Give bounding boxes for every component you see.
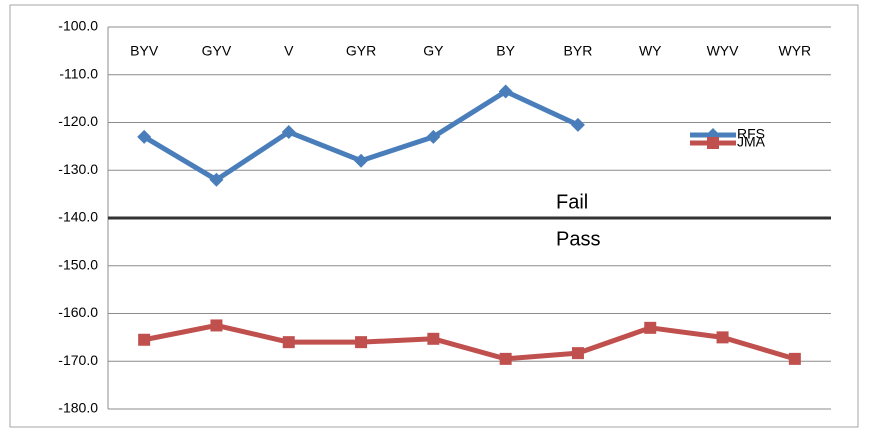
legend-label: JMA [737,134,766,150]
series-line [143,322,796,362]
annotation: Fail [556,191,588,213]
x-tick-label: GY [423,43,444,59]
marker [716,331,729,344]
x-tick-label: BYR [564,43,593,59]
marker [788,352,801,365]
marker [571,347,584,360]
x-tick-label: WYR [779,43,812,59]
x-tick-label: WYV [707,43,740,59]
marker [210,319,223,332]
marker [499,352,512,365]
marker [137,129,152,144]
y-tick-label: -170.0 [58,352,98,368]
marker [427,332,440,345]
marker [138,333,151,346]
y-tick-label: -120.0 [58,113,98,129]
annotation: Pass [556,228,600,250]
y-tick-label: -150.0 [58,256,98,272]
marker [355,336,368,349]
x-tick-label: BYV [130,43,159,59]
legend-label: RFS [737,126,765,142]
x-tick-label: GYV [202,43,232,59]
x-tick-label: WY [639,43,662,59]
marker [282,336,295,349]
marker [644,321,657,334]
y-tick-label: -100.0 [58,18,98,34]
x-tick-label: GYR [346,43,376,59]
marker [426,129,441,144]
y-tick-label: -180.0 [58,400,98,416]
marker [498,84,513,99]
x-tick-label: V [284,43,294,59]
chart-frame [9,4,859,428]
marker [570,117,585,132]
y-tick-label: -140.0 [58,209,98,225]
y-tick-label: -110.0 [59,65,98,81]
marker [281,125,296,140]
marker [209,172,224,187]
marker [354,153,369,168]
y-tick-label: -160.0 [58,304,98,320]
x-tick-label: BY [496,43,515,59]
marker [707,137,719,149]
y-tick-label: -130.0 [58,161,98,177]
